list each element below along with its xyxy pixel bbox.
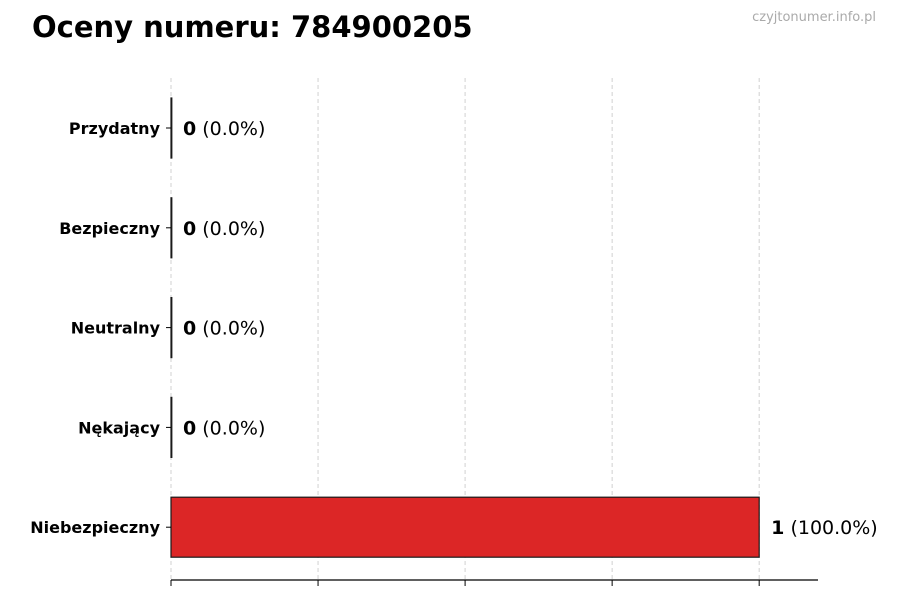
data-label: 0 (0.0%) [183, 118, 265, 140]
watermark: czyjtonumer.info.pl [752, 10, 876, 25]
chart-title: Oceny numeru: 784900205 [32, 10, 473, 44]
bar [170, 197, 173, 259]
bar [170, 396, 173, 458]
y-tick-label: Bezpieczny [59, 219, 160, 238]
y-tick-label: Neutralny [71, 319, 161, 338]
data-label-percent: (0.0%) [196, 118, 265, 140]
data-label-percent: (0.0%) [196, 218, 265, 240]
data-label-value: 0 [183, 417, 196, 439]
bar [170, 297, 173, 359]
y-tick-label: Niebezpieczny [30, 518, 160, 537]
data-label-percent: (0.0%) [196, 417, 265, 439]
data-label-percent: (100.0%) [784, 517, 877, 539]
data-label-value: 0 [183, 118, 196, 140]
data-label: 0 (0.0%) [183, 318, 265, 340]
bar [170, 97, 173, 159]
data-label: 0 (0.0%) [183, 218, 265, 240]
bar [170, 496, 760, 558]
data-label: 1 (100.0%) [771, 517, 878, 539]
y-tick-label: Przydatny [69, 119, 161, 138]
data-label: 0 (0.0%) [183, 417, 265, 439]
data-label-percent: (0.0%) [196, 318, 265, 340]
data-label-value: 0 [183, 318, 196, 340]
y-tick-label: Nękający [78, 418, 160, 437]
data-label-value: 1 [771, 517, 784, 539]
data-label-value: 0 [183, 218, 196, 240]
